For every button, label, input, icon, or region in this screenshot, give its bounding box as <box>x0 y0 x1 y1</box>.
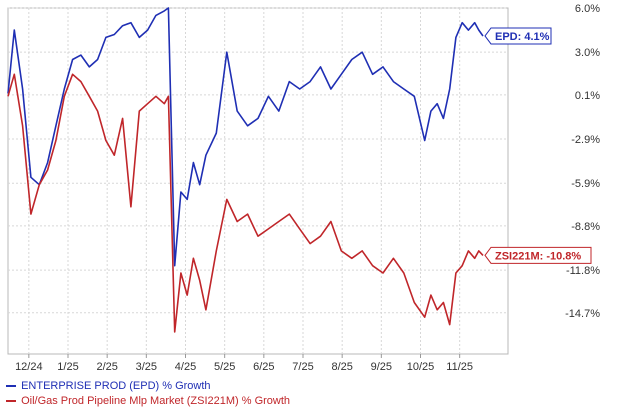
x-tick-label: 8/25 <box>331 361 352 373</box>
end-label-text: EPD: 4.1% <box>495 31 550 43</box>
y-tick-label: 3.0% <box>575 47 600 59</box>
x-tick-label: 3/25 <box>136 361 157 373</box>
chart-grid <box>7 7 509 355</box>
y-tick-label: -2.9% <box>571 134 600 146</box>
y-tick-label: -11.8% <box>566 265 600 277</box>
legend-label-zsi221m: Oil/Gas Prod Pipeline Mlp Market (ZSI221… <box>21 395 291 407</box>
legend-swatch-zsi221m <box>6 400 16 403</box>
y-tick-label: 6.0% <box>575 3 600 15</box>
x-tick-label: 6/25 <box>253 361 274 373</box>
series-line-epd <box>7 7 484 267</box>
plot-frame <box>7 7 509 355</box>
legend-label-epd: ENTERPRISE PROD (EPD) % Growth <box>21 380 211 392</box>
chart-series-layer <box>7 7 484 333</box>
x-tick-label: 7/25 <box>292 361 313 373</box>
x-tick-label: 10/25 <box>407 361 435 373</box>
end-label-box <box>484 246 592 264</box>
x-tick-label: 1/25 <box>57 361 78 373</box>
legend-swatch-epd <box>6 385 16 388</box>
x-tick-label: 5/25 <box>214 361 235 373</box>
x-tick-label: 4/25 <box>175 361 196 373</box>
legend-item-epd: ENTERPRISE PROD (EPD) % Growth <box>6 379 211 393</box>
y-tick-label: -5.9% <box>571 178 600 190</box>
x-tick-label: 9/25 <box>371 361 392 373</box>
end-label-zsi221m: ZSI221M: -10.8% <box>484 246 592 264</box>
y-tick-label: -8.8% <box>571 221 600 233</box>
x-tick-label: 12/24 <box>15 361 43 373</box>
end-label-text: ZSI221M: -10.8% <box>495 250 581 262</box>
x-axis: 12/24 1/25 2/25 3/25 4/25 5/25 6/25 7/25 8/25 9/2… <box>15 354 473 373</box>
y-tick-label: -14.7% <box>565 308 600 320</box>
legend-item-zsi221m: Oil/Gas Prod Pipeline Mlp Market (ZSI221… <box>6 394 290 408</box>
x-tick-label: 2/25 <box>96 361 117 373</box>
end-label-epd: EPD: 4.1% <box>484 27 552 45</box>
end-label-box <box>484 27 552 45</box>
x-tick-label: 11/25 <box>446 361 473 373</box>
end-labels: EPD: 4.1% ZSI221M: -10.8% <box>484 27 592 264</box>
y-tick-label: 0.1% <box>575 90 600 102</box>
y-axis: 6.0% 3.0% 0.1% -2.9% -5.9% -8.8% -11.8% -14.7% <box>565 3 600 320</box>
series-line-zsi221m <box>7 73 484 333</box>
